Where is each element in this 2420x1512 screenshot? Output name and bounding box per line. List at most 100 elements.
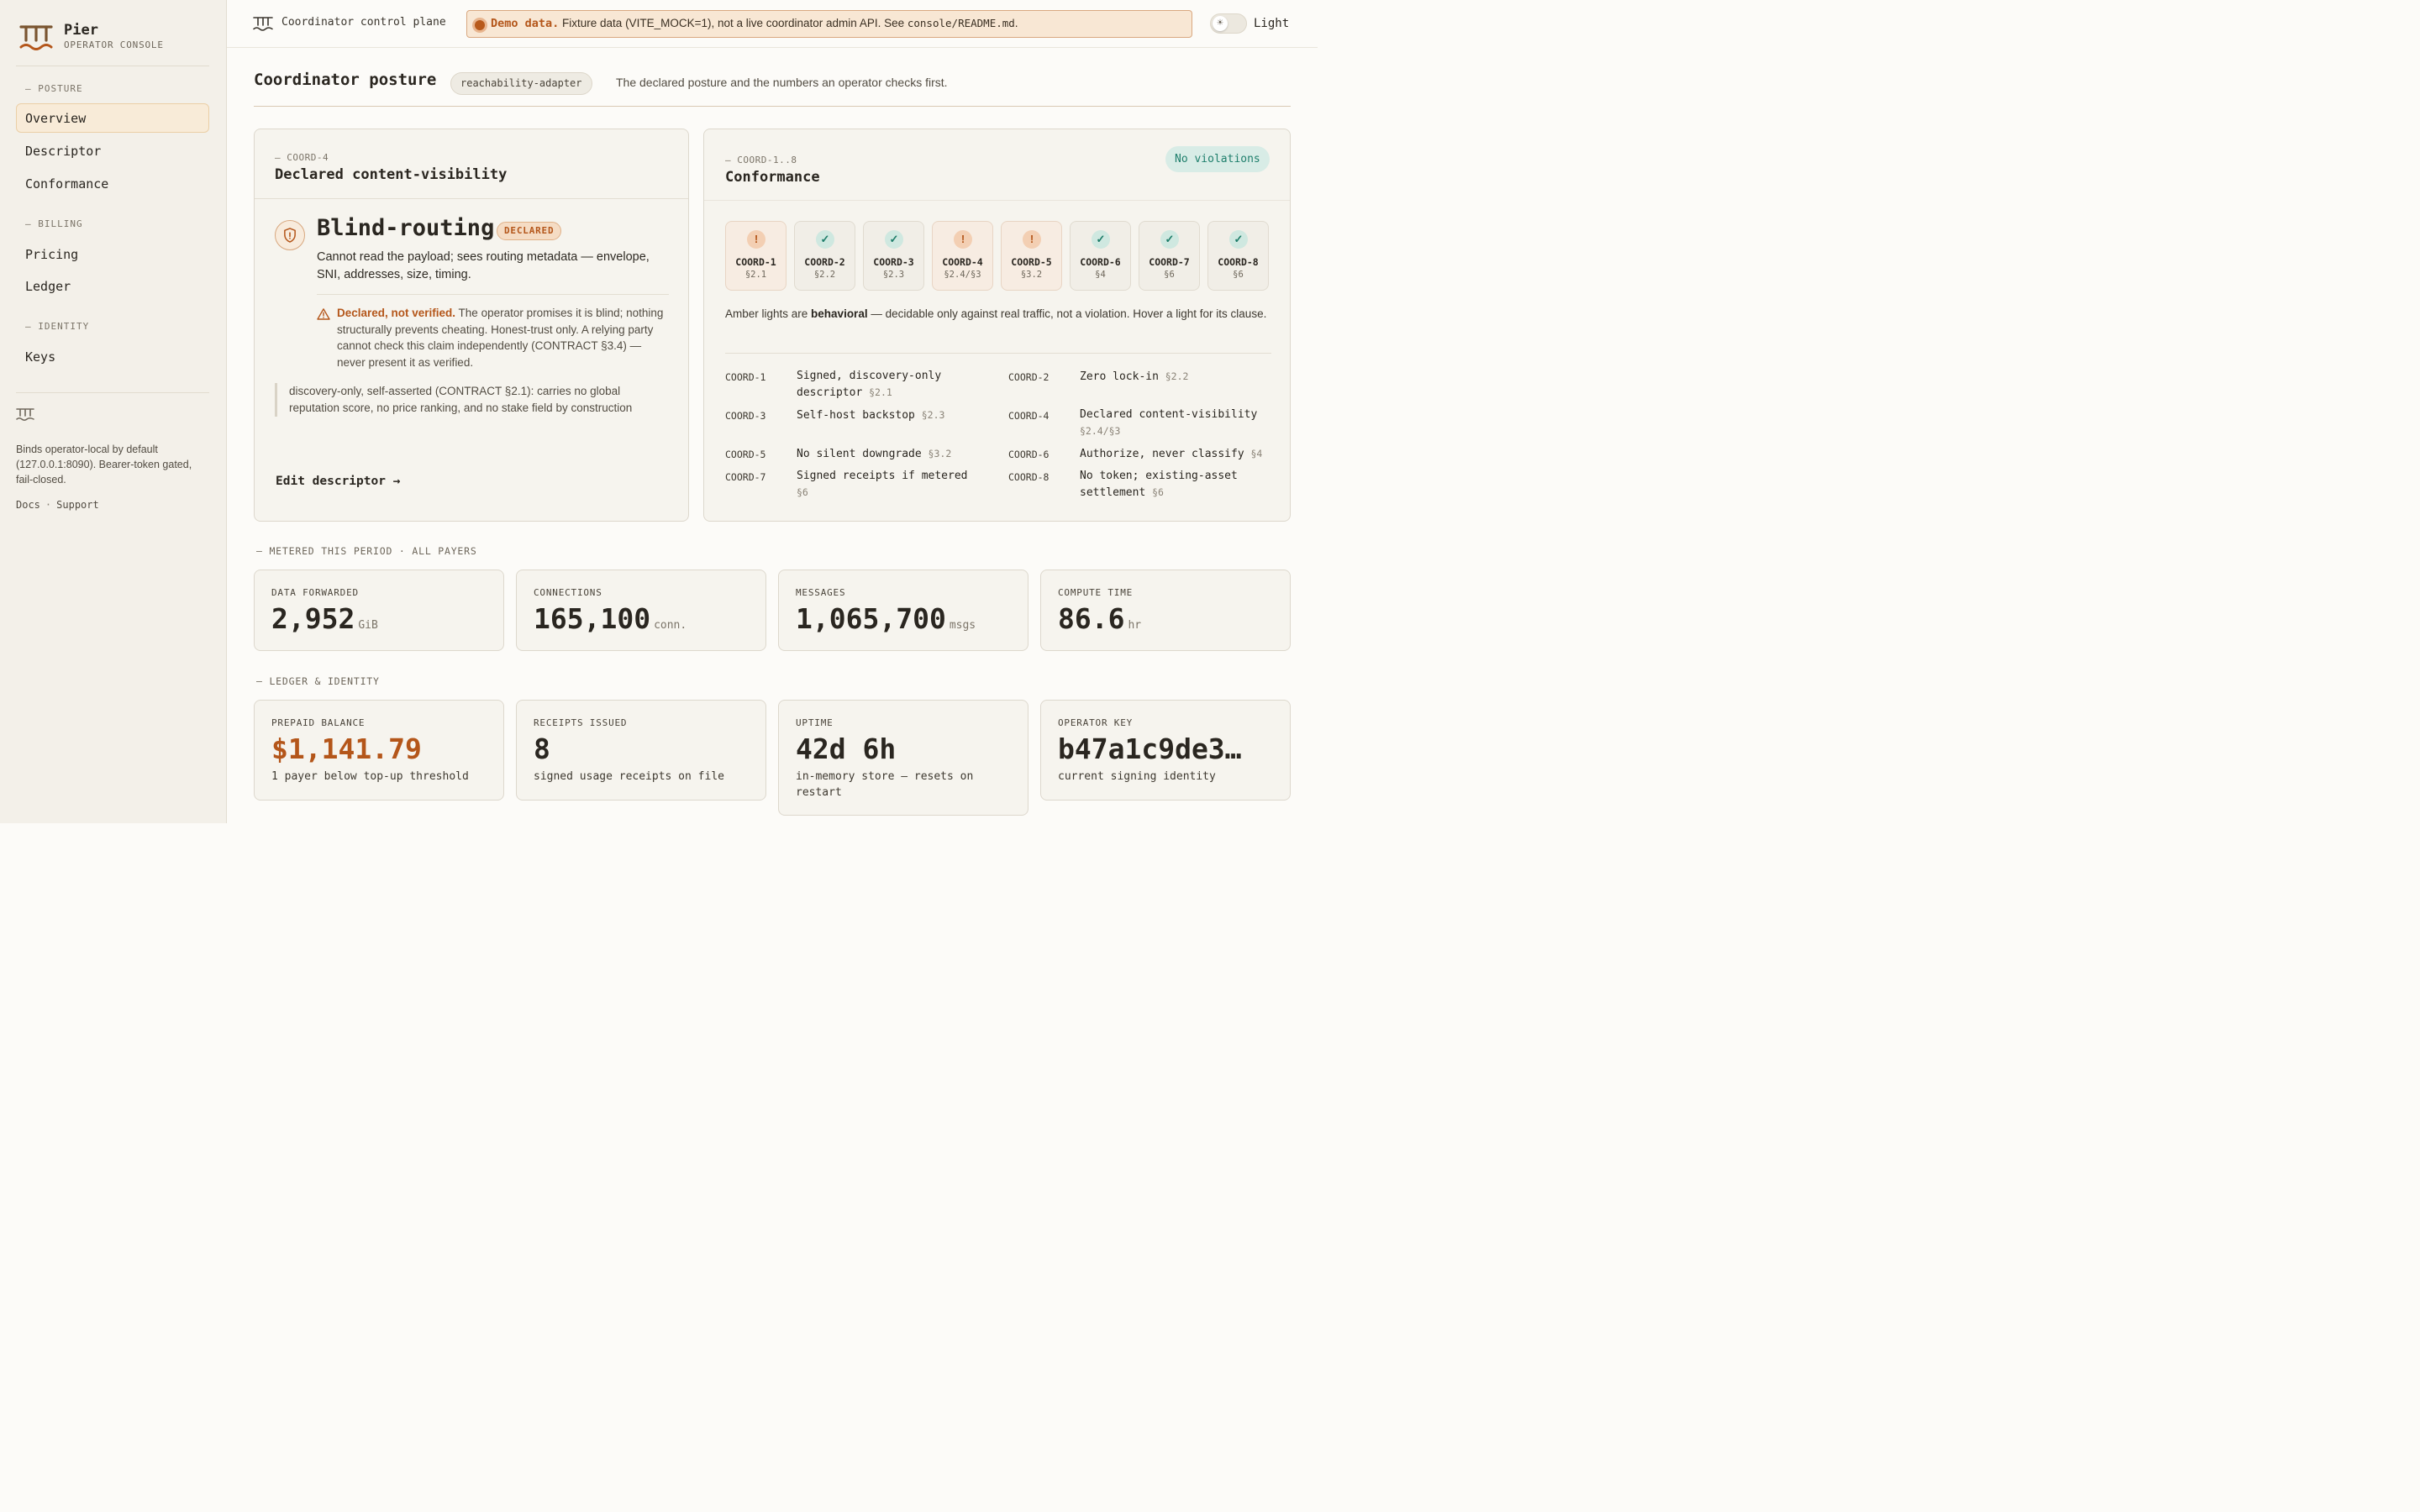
brand[interactable]: Pier OPERATOR CONSOLE [18,18,212,55]
light-clause: §2.2 [813,270,836,280]
rule-clause: §2.2 [1165,370,1189,382]
light-name: COORD-4 [942,256,983,268]
conformance-note: Amber lights are behavioral — decidable … [725,306,1271,323]
card-title: Conformance [725,169,820,186]
declared-badge: DECLARED [497,222,562,240]
page-subtitle: The declared posture and the numbers an … [616,76,948,89]
stat-value: 2,952 GiB [271,602,378,635]
pier-logo-icon [253,17,273,31]
sidebar-item-overview[interactable]: Overview [16,103,209,133]
light-clause: §2.1 [744,270,767,280]
rule-clause: §6 [1152,486,1164,498]
rule-id: COORD-5 [725,449,766,460]
nav-section-billing: — BILLING [25,218,83,229]
stat-label: UPTIME [796,717,834,728]
rule-label: No silent downgrade [797,448,922,460]
page-title: Coordinator posture [254,71,437,89]
light-clause: §3.2 [1020,270,1043,280]
conformance-light-coord-2[interactable]: ✓ COORD-2 §2.2 [794,221,855,291]
stat-value[interactable]: b47a1c9de3… [1058,732,1242,765]
rule-label: No token; existing-asset settlement [1080,470,1238,499]
rule-clause: §2.1 [869,386,892,398]
note-text-end: — decidable only against real traffic, n… [867,307,1267,320]
ledger-section-label: — LEDGER & IDENTITY [256,675,380,687]
card-divider [704,200,1290,201]
light-name: COORD-2 [804,256,845,268]
check-icon: ✓ [885,230,903,249]
stat-label: DATA FORWARDED [271,587,359,598]
rule-text: No token; existing-asset settlement §6 [1080,469,1269,501]
light-name: COORD-1 [735,256,776,268]
brand-subtitle: OPERATOR CONSOLE [64,39,164,50]
link-separator: · [45,499,52,511]
check-icon: ✓ [1160,230,1179,249]
metered-section-label: — METERED THIS PERIOD · ALL PAYERS [256,545,477,557]
stat-number: 2,952 [271,602,355,635]
sidebar-item-conformance[interactable]: Conformance [25,176,109,192]
banner-strong: Demo data. [491,17,560,30]
sidebar-divider [16,392,209,393]
conformance-light-coord-7[interactable]: ✓ COORD-7 §6 [1139,221,1200,291]
docs-link[interactable]: Docs [16,499,40,511]
light-clause: §2.3 [882,270,905,280]
stat-label: PREPAID BALANCE [271,717,366,728]
sidebar-item-descriptor[interactable]: Descriptor [25,144,102,159]
rule-id: COORD-1 [725,371,766,383]
conformance-light-coord-6[interactable]: ✓ COORD-6 §4 [1070,221,1131,291]
rule-id: COORD-2 [1008,371,1050,383]
sidebar-item-pricing[interactable]: Pricing [25,247,79,262]
stat-label: CONNECTIONS [534,587,602,598]
rule-id: COORD-7 [725,471,766,483]
card-title: Declared content-visibility [275,166,508,183]
shield-icon [275,220,305,250]
stat-receipts-issued: RECEIPTS ISSUED 8 signed usage receipts … [516,700,766,801]
stat-uptime: UPTIME 42d 6h in-memory store — resets o… [778,700,1028,816]
stat-unit: msgs [949,619,976,632]
rule-clause: §2.4/§3 [1080,424,1121,437]
divider [317,294,669,295]
stat-operator-key: OPERATOR KEY b47a1c9de3… current signing… [1040,700,1291,801]
sidebar-footer-links: Docs · Support [16,499,99,511]
light-name: COORD-7 [1149,256,1190,268]
conformance-light-coord-8[interactable]: ✓ COORD-8 §6 [1207,221,1269,291]
stat-label: OPERATOR KEY [1058,717,1134,728]
edit-descriptor-link[interactable]: Edit descriptor → [276,475,401,488]
conformance-light-coord-4[interactable]: ! COORD-4 §2.4/§3 [932,221,993,291]
pier-logo-icon [19,25,53,50]
warning-icon [317,308,330,320]
stat-value: 86.6 hr [1058,602,1141,635]
rule-clause: §3.2 [928,448,952,459]
conformance-light-coord-5[interactable]: ! COORD-5 §3.2 [1001,221,1062,291]
warning-text: The operator promises it is blind; nothi… [337,307,664,369]
stat-value: 42d 6h [796,732,897,765]
sidebar-item-ledger[interactable]: Ledger [25,279,71,294]
light-name: COORD-5 [1011,256,1052,268]
light-clause: §6 [1233,270,1244,280]
stat-subtext: in-memory store — resets on restart [796,770,974,799]
rule-label: Declared content-visibility [1080,408,1258,421]
sidebar-footer-text: Binds operator-local by default (127.0.0… [16,444,192,486]
light-clause: §4 [1095,270,1106,280]
exclamation-icon: ! [954,230,972,249]
rule-label: Signed, discovery-only descriptor [797,370,942,399]
conformance-light-coord-3[interactable]: ✓ COORD-3 §2.3 [863,221,924,291]
exclamation-icon: ! [747,230,765,249]
rule-text: Signed receipts if metered §6 [797,469,986,501]
rule-id: COORD-4 [1008,410,1050,422]
stat-number: 1,065,700 [796,602,946,635]
conformance-card: — COORD-1..8 Conformance No violations !… [703,129,1291,522]
banner-readme-path[interactable]: console/README.md [907,17,1015,29]
theme-toggle[interactable]: ☀ [1210,13,1247,34]
nav-section-identity: — IDENTITY [25,321,90,332]
sidebar-item-keys[interactable]: Keys [25,349,56,365]
stat-value: 1,065,700 msgs [796,602,976,635]
descriptor-quote: discovery-only, self-asserted (CONTRACT … [275,383,670,417]
note-bold: behavioral [811,307,868,320]
conformance-light-coord-1[interactable]: ! COORD-1 §2.1 [725,221,786,291]
rule-text: No silent downgrade §3.2 [797,446,986,463]
stat-label: MESSAGES [796,587,846,598]
nav-section-posture: — POSTURE [25,83,83,94]
rule-id: COORD-8 [1008,471,1050,483]
check-icon: ✓ [816,230,834,249]
support-link[interactable]: Support [56,499,99,511]
